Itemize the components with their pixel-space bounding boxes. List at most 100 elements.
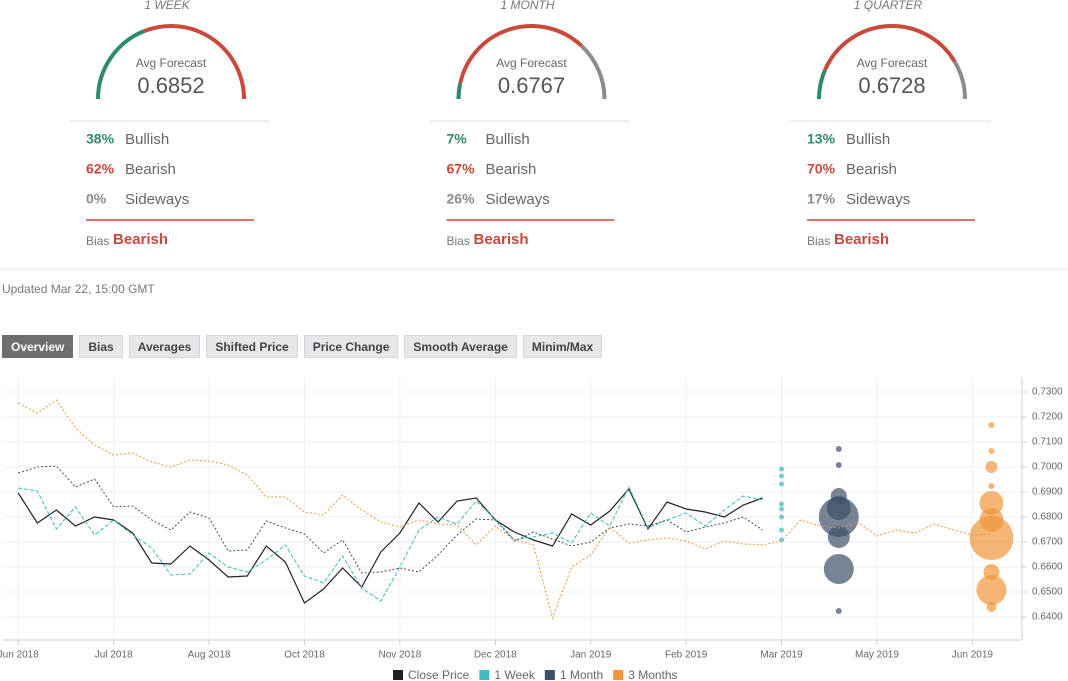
forecast-bubble: [818, 497, 859, 537]
bias-label: Bias: [447, 234, 470, 248]
gauge-segment: [823, 24, 957, 71]
period-label: 1 MONTH: [501, 0, 555, 12]
avg-label: Avg Forecast: [136, 56, 207, 70]
forecast-bubble: [779, 506, 785, 512]
x-tick-label: Jul 2018: [95, 650, 133, 661]
forecast-bubble: [988, 448, 995, 454]
tab[interactable]: Minim/Max: [522, 335, 603, 358]
y-tick-label: 0.6400: [1032, 612, 1063, 623]
avg-value: 0.6852: [137, 73, 204, 98]
tab[interactable]: Overview: [2, 335, 74, 358]
outlook-label: Bullish: [846, 131, 890, 148]
y-tick-label: 0.7000: [1032, 462, 1063, 473]
chart: 0.6400 0.6500 0.6600 0.6700 0.6800 0.6900 0.70…: [0, 377, 1063, 681]
forecast-bubble: [779, 473, 785, 479]
x-tick-label: Mar 2019: [760, 650, 803, 661]
period-label: 1 QUARTER: [854, 0, 923, 12]
gauge-segment: [456, 82, 463, 100]
forecast-bubble: [988, 483, 995, 489]
y-tick-label: 0.6700: [1032, 537, 1063, 548]
forecast-bubble: [779, 537, 785, 543]
y-tick-label: 0.7200: [1032, 412, 1063, 423]
forecast-bubble: [976, 575, 1007, 605]
legend-label: 3 Months: [628, 668, 677, 681]
y-tick-label: 0.6600: [1032, 562, 1063, 573]
outlook-label: Sideways: [125, 191, 189, 208]
legend-label: 1 Week: [494, 668, 535, 681]
percent: 67%: [447, 161, 476, 177]
legend-swatch: [613, 670, 624, 680]
outlook-label: Bearish: [486, 161, 537, 178]
forecast-bubble: [988, 422, 995, 428]
forecast-bubble: [835, 446, 842, 452]
gauge-segment: [458, 24, 583, 84]
percent: 62%: [86, 161, 115, 177]
x-tick-label: Aug 2018: [188, 650, 231, 661]
forecast-bubble: [779, 501, 785, 507]
forecast-bubble: [823, 554, 854, 584]
avg-value: 0.6767: [498, 73, 565, 98]
avg-label: Avg Forecast: [857, 56, 928, 70]
bias-value: Bearish: [113, 231, 168, 248]
x-tick-label: Jun 2018: [0, 650, 39, 661]
percent: 17%: [807, 191, 836, 207]
legend-swatch: [544, 670, 555, 680]
bias-label: Bias: [807, 234, 830, 248]
x-tick-label: Dec 2018: [474, 650, 517, 661]
bias-value: Bearish: [474, 231, 529, 248]
y-tick-label: 0.7100: [1032, 437, 1063, 448]
forecast-bubble: [985, 461, 998, 473]
x-tick-label: Oct 2018: [284, 650, 325, 661]
forecast-bubble: [779, 527, 785, 533]
forecast-bubble: [986, 602, 997, 612]
x-tick-label: Nov 2018: [378, 650, 421, 661]
legend-swatch: [393, 670, 403, 680]
forecast-bubble: [779, 466, 785, 472]
x-tick-label: May 2019: [855, 650, 899, 661]
outlook-label: Sideways: [486, 191, 550, 208]
forecast-bubble: [979, 491, 1004, 515]
x-tick-label: Jan 2019: [570, 650, 612, 661]
gauge-segment: [817, 69, 827, 100]
x-tick-label: Jun 2019: [952, 650, 994, 661]
outlook-label: Bullish: [486, 131, 530, 148]
forecast-bubble: [779, 514, 785, 520]
series-line: [18, 465, 763, 574]
legend-swatch: [479, 670, 490, 680]
tab[interactable]: Bias: [79, 335, 123, 358]
percent: 70%: [807, 161, 836, 177]
x-tick-label: Feb 2019: [665, 650, 708, 661]
gauge-segment: [143, 24, 246, 100]
legend-label: Close Price: [408, 668, 470, 681]
forecast-bubble: [835, 462, 842, 468]
percent: 7%: [447, 131, 468, 147]
gauge-segment: [580, 44, 607, 100]
tab[interactable]: Shifted Price: [206, 335, 298, 358]
outlook-label: Bearish: [846, 161, 897, 178]
tab[interactable]: Smooth Average: [404, 335, 517, 358]
forecast-bubble: [779, 481, 785, 487]
percent: 13%: [807, 131, 836, 147]
forecast-bubble: [969, 516, 1014, 560]
tab[interactable]: Averages: [128, 335, 201, 358]
outlook-label: Sideways: [846, 191, 910, 208]
y-tick-label: 0.6900: [1032, 487, 1063, 498]
forecast-bubble: [835, 608, 842, 614]
avg-value: 0.6728: [858, 73, 925, 98]
updated-text: Updated Mar 22, 15:00 GMT: [2, 282, 155, 296]
bias-value: Bearish: [834, 231, 889, 248]
series-line: [18, 485, 763, 602]
legend-label: 1 Month: [560, 668, 603, 681]
percent: 38%: [86, 131, 115, 147]
tab[interactable]: Price Change: [303, 335, 399, 358]
series-line: [17, 399, 992, 620]
y-tick-label: 0.6800: [1032, 512, 1063, 523]
y-tick-label: 0.7300: [1032, 387, 1063, 398]
percent: 26%: [447, 191, 476, 207]
avg-label: Avg Forecast: [496, 56, 567, 70]
outlook-label: Bearish: [125, 161, 176, 178]
series-line: [17, 487, 763, 604]
y-tick-label: 0.6500: [1032, 587, 1063, 598]
percent: 0%: [86, 191, 107, 207]
